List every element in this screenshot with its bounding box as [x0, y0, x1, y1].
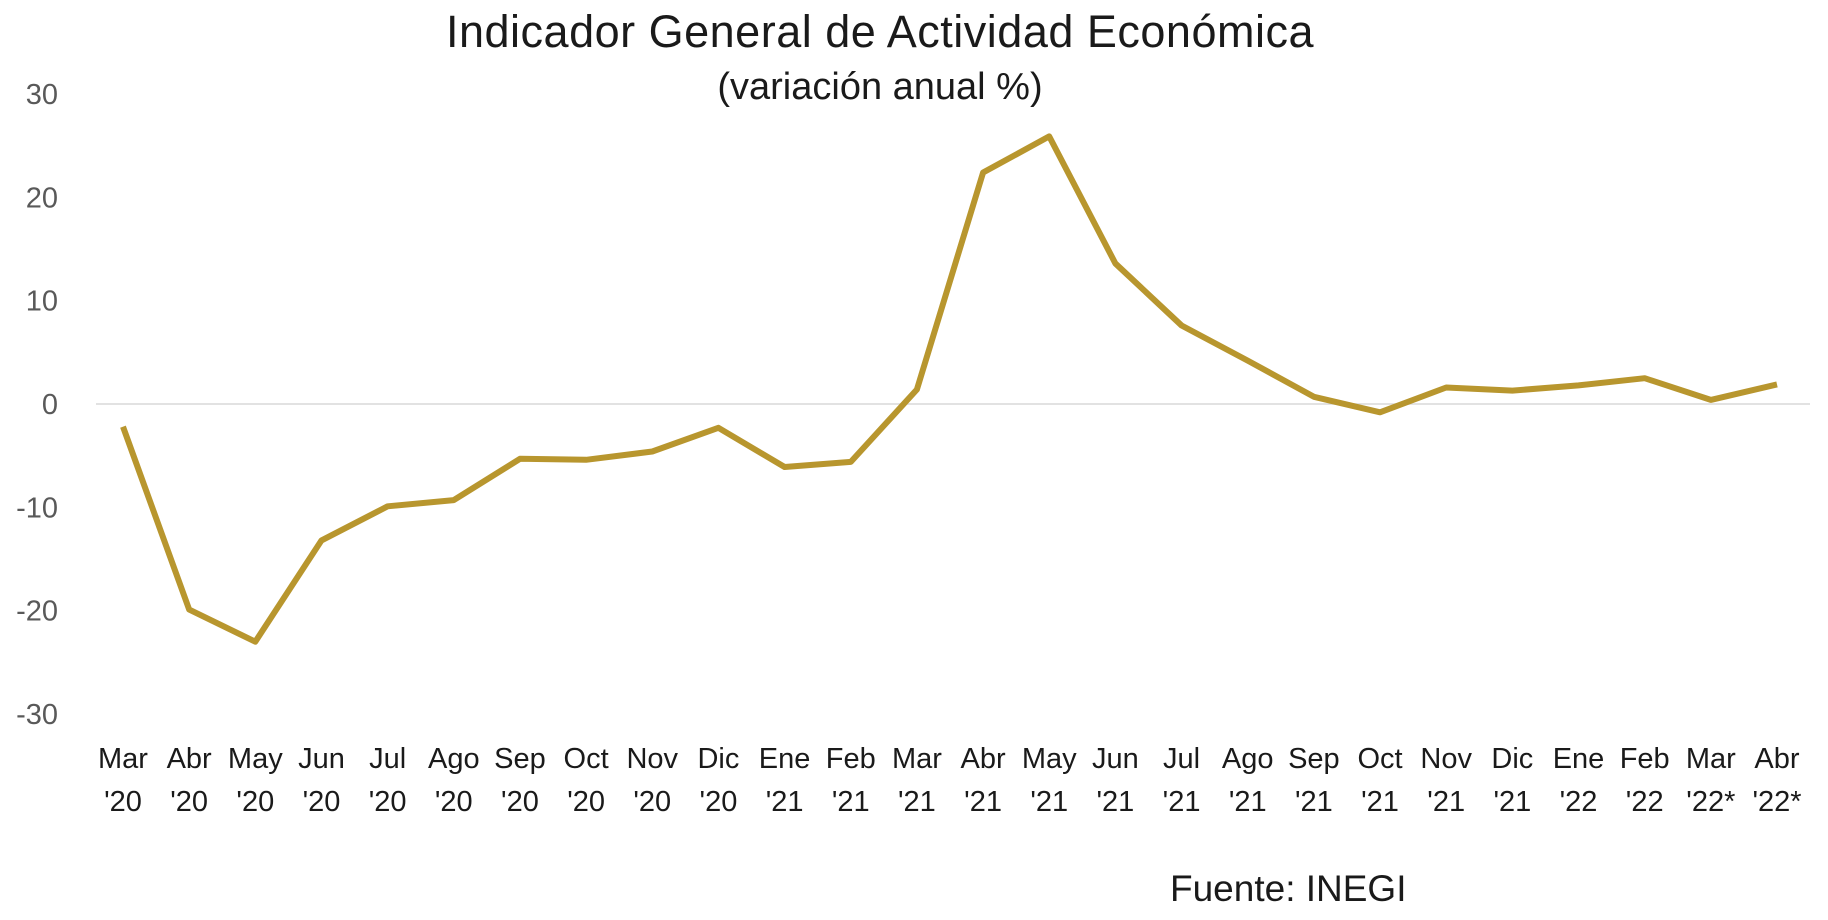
series-group — [120, 133, 1778, 645]
x-tick-label-year: '21 — [1163, 786, 1201, 818]
x-tick-label-year: '21 — [1427, 786, 1465, 818]
x-tick-label-year: '21 — [832, 786, 870, 818]
x-tick-label-month: Dic — [697, 743, 739, 775]
x-tick-label-month: Oct — [564, 743, 609, 775]
x-tick-label-year: '21 — [766, 786, 804, 818]
x-tick-label-month: May — [228, 743, 283, 775]
x-tick-label-year: '21 — [964, 786, 1002, 818]
x-tick-label-year: '22* — [1752, 786, 1801, 818]
x-tick-label-year: '20 — [633, 786, 671, 818]
x-tick-label-month: Nov — [626, 743, 678, 775]
y-tick-label: 10 — [26, 286, 58, 318]
x-tick-label-month: Abr — [1754, 743, 1799, 775]
x-tick-label-month: Jun — [1092, 743, 1139, 775]
x-tick-label-month: Sep — [494, 743, 546, 775]
x-tick-label-month: Mar — [1686, 743, 1736, 775]
x-tick-label-month: Jul — [1163, 743, 1200, 775]
x-tick-label-year: '20 — [170, 786, 208, 818]
x-tick-label-month: Dic — [1491, 743, 1533, 775]
x-tick-label-year: '20 — [303, 786, 341, 818]
x-tick-label-month: Ene — [1553, 743, 1605, 775]
x-tick-label-month: May — [1022, 743, 1077, 775]
x-tick-label-month: Ago — [1222, 743, 1274, 775]
x-tick-label-year: '21 — [1097, 786, 1135, 818]
y-tick-label: 20 — [26, 182, 58, 214]
y-tick-label: 30 — [26, 79, 58, 111]
x-tick-label-month: Feb — [1620, 743, 1670, 775]
x-tick-label-year: '21 — [1229, 786, 1267, 818]
x-tick-label-month: Oct — [1357, 743, 1402, 775]
x-tick-label-month: Ene — [759, 743, 811, 775]
x-tick-label-month: Ago — [428, 743, 480, 775]
x-tick-label-month: Jul — [369, 743, 406, 775]
x-tick-label-month: Jun — [298, 743, 345, 775]
x-tick-label-year: '20 — [700, 786, 738, 818]
x-tick-label-year: '20 — [501, 786, 539, 818]
x-tick-label-year: '20 — [435, 786, 473, 818]
chart-title: Indicador General de Actividad Económica — [446, 6, 1314, 57]
y-axis: 30 20 10 0 -10 -20 -30 — [16, 79, 58, 731]
x-tick-label-year: '20 — [369, 786, 407, 818]
x-tick-label-year: '21 — [898, 786, 936, 818]
x-tick-label-year: '21 — [1295, 786, 1333, 818]
y-tick-label: 0 — [42, 389, 58, 421]
x-tick-label-month: Mar — [892, 743, 942, 775]
chart-source: Fuente: INEGI — [1170, 868, 1407, 909]
x-tick-label-month: Abr — [961, 743, 1006, 775]
y-tick-label: -20 — [16, 596, 58, 628]
x-tick-label-year: '22 — [1560, 786, 1598, 818]
x-tick-label-year: '21 — [1030, 786, 1068, 818]
x-tick-label-year: '21 — [1361, 786, 1399, 818]
chart-subtitle: (variación anual %) — [717, 66, 1043, 108]
x-tick-label-month: Sep — [1288, 743, 1340, 775]
x-tick-label-year: '22 — [1626, 786, 1664, 818]
y-tick-label: -10 — [16, 492, 58, 524]
y-tick-label: -30 — [16, 699, 58, 731]
x-tick-label-year: '20 — [236, 786, 274, 818]
x-tick-label-year: '20 — [567, 786, 605, 818]
x-tick-label-month: Nov — [1420, 743, 1472, 775]
x-tick-label-month: Feb — [826, 743, 876, 775]
x-tick-label-year: '20 — [104, 786, 142, 818]
x-tick-label-year: '21 — [1493, 786, 1531, 818]
x-tick-label-month: Mar — [98, 743, 148, 775]
x-tick-label-month: Abr — [167, 743, 212, 775]
x-axis: Mar '20 Abr '20 May '20 Jun '20 Jul '20 Ago '20 Sep '… — [98, 743, 1802, 818]
x-tick-label-year: '22* — [1686, 786, 1735, 818]
series-line — [120, 133, 1778, 645]
